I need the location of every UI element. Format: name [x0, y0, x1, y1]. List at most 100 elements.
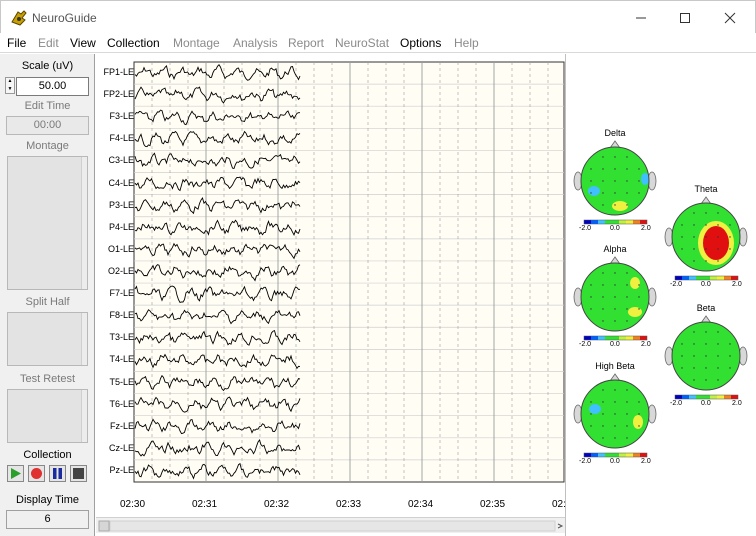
color-scale-label: -2.0 — [579, 225, 592, 232]
scale-label: Scale (uV) — [21, 60, 74, 72]
pause-icon — [53, 468, 62, 479]
eeg-trace-pz-le — [134, 462, 301, 480]
eeg-trace-f3-le — [134, 109, 300, 126]
test-retest-scrollbar[interactable] — [81, 390, 87, 442]
menu-neurostat[interactable]: NeuroStat — [335, 36, 390, 50]
scale-input[interactable]: 50.00 — [16, 77, 89, 96]
eeg-trace-t6-le — [134, 396, 301, 413]
menu-montage[interactable]: Montage — [173, 36, 220, 50]
channel-label: P3-LE — [108, 199, 134, 210]
scroll-right-icon[interactable] — [557, 523, 564, 529]
channel-label: FP2-LE — [103, 89, 134, 100]
collection-label: Collection — [23, 449, 72, 461]
color-scale-label: 0.0 — [610, 458, 620, 465]
window-title: NeuroGuide — [32, 11, 97, 25]
color-scale-label: 0.0 — [610, 225, 620, 232]
montage-label: Montage — [26, 140, 69, 152]
time-axis-label: 02:31 — [192, 499, 218, 510]
record-button[interactable] — [28, 465, 45, 482]
stop-icon — [73, 468, 84, 479]
menu-file[interactable]: File — [7, 36, 27, 50]
color-scale-label: 2.0 — [641, 458, 651, 465]
menu-analysis[interactable]: Analysis — [233, 36, 278, 50]
left-control-panel: Scale (uV) ▲ ▼ 50.00 Edit Time 00:00 Mon… — [0, 54, 95, 536]
spin-up-icon[interactable]: ▲ — [7, 78, 13, 84]
topo-map-title: High Beta — [595, 361, 635, 371]
channel-label: F8-LE — [109, 310, 134, 321]
color-scale-label: 0.0 — [701, 400, 711, 407]
display-time-input[interactable]: 6 — [6, 510, 89, 529]
eeg-chart[interactable] — [96, 54, 566, 536]
minimize-button[interactable] — [618, 1, 664, 34]
pause-button[interactable] — [49, 465, 66, 482]
menu-report[interactable]: Report — [288, 36, 325, 50]
eeg-trace-fp2-le — [134, 86, 301, 104]
channel-label: F4-LE — [109, 133, 134, 144]
eeg-trace-f8-le — [134, 309, 301, 325]
record-icon — [31, 468, 42, 479]
eeg-trace-t4-le — [134, 353, 301, 370]
menu-collection[interactable]: Collection — [107, 36, 160, 50]
topo-head-beta — [664, 315, 748, 400]
topo-head-high-beta — [573, 373, 657, 458]
color-scale-bar — [583, 219, 648, 225]
menu-options[interactable]: Options — [400, 36, 442, 50]
eeg-trace-p4-le — [134, 219, 301, 237]
topo-maps — [573, 140, 748, 458]
channel-label: O1-LE — [107, 243, 134, 254]
neuroguide-app-icon — [11, 10, 27, 26]
channel-label: C4-LE — [108, 177, 134, 188]
channel-label: T6-LE — [109, 398, 134, 409]
menu-edit[interactable]: Edit — [38, 36, 59, 50]
eeg-trace-c3-le — [134, 152, 301, 170]
menu-bar: File Edit View Collection Montage Analys… — [0, 33, 756, 53]
test-retest-list[interactable] — [7, 389, 88, 443]
channel-label: T5-LE — [109, 376, 134, 387]
close-icon — [724, 12, 736, 23]
topo-map-title: Beta — [696, 303, 716, 313]
eeg-trace-o2-le — [134, 264, 301, 282]
split-half-list[interactable] — [7, 312, 88, 366]
color-scale-label: 0.0 — [610, 341, 620, 348]
maximize-icon — [680, 12, 690, 23]
channel-label: F3-LE — [109, 111, 134, 122]
scale-spinner[interactable]: ▲ ▼ — [5, 77, 15, 94]
channel-label: T4-LE — [109, 354, 134, 365]
maximize-button[interactable] — [662, 1, 708, 34]
minimize-icon — [636, 17, 646, 18]
scrollbar-thumb[interactable] — [98, 520, 110, 532]
title-bar: NeuroGuide — [0, 0, 756, 33]
eeg-trace-t3-le — [134, 329, 301, 346]
color-scale-bar — [583, 452, 648, 458]
color-scale-bar — [674, 275, 739, 281]
menu-help[interactable]: Help — [454, 36, 479, 50]
color-scale-label: 0.0 — [701, 281, 711, 288]
menu-view[interactable]: View — [70, 36, 96, 50]
edit-time-input[interactable]: 00:00 — [6, 116, 89, 135]
channel-label: O2-LE — [107, 266, 134, 276]
split-half-scrollbar[interactable] — [81, 313, 87, 365]
topo-map-title: Delta — [604, 128, 626, 138]
eeg-trace-f4-le — [134, 130, 301, 148]
eeg-trace-c4-le — [134, 176, 301, 192]
eeg-trace-panel: FP1-LE FP2-LE F3-LE F4-LE C3-LE C4-LE P3-LE P4-… — [96, 54, 566, 536]
horizontal-scrollbar[interactable] — [96, 517, 565, 533]
play-icon — [11, 468, 21, 479]
stop-button[interactable] — [70, 465, 87, 482]
topo-head-alpha — [573, 256, 657, 341]
eeg-trace-t5-le — [134, 374, 301, 392]
scrollbar-track — [98, 520, 564, 532]
color-scale-label: -2.0 — [579, 341, 592, 348]
color-scale-label: -2.0 — [670, 400, 683, 407]
channel-label: T3-LE — [109, 332, 134, 343]
time-axis-label: 02:30 — [120, 499, 146, 510]
topo-map-title: Theta — [694, 184, 718, 194]
color-scale-label: 2.0 — [641, 341, 651, 348]
eeg-trace-cz-le — [134, 439, 301, 457]
close-button[interactable] — [707, 1, 753, 34]
montage-list-scrollbar[interactable] — [81, 157, 87, 289]
montage-list[interactable] — [7, 156, 88, 290]
spin-down-icon[interactable]: ▼ — [7, 86, 13, 92]
play-button[interactable] — [7, 465, 24, 482]
time-axis-label: 02:35 — [480, 499, 506, 510]
